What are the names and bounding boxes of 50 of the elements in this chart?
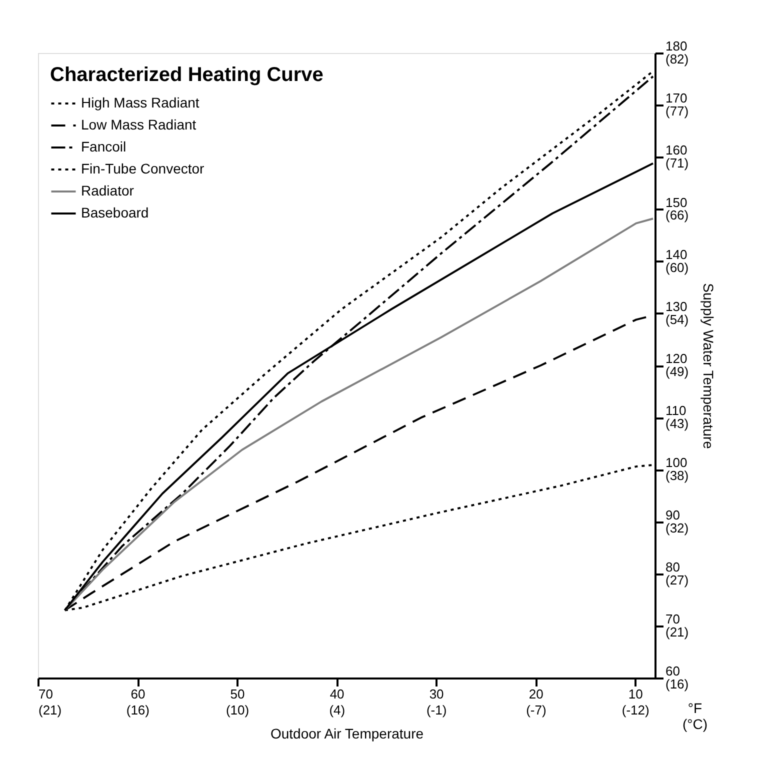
y-tick-label: 70 [666, 611, 680, 626]
y2-tick-label: (32) [666, 520, 689, 536]
legend-label: Low Mass Radiant [81, 116, 196, 132]
y-tick-label: 180 [666, 38, 688, 54]
y-tick-label: 130 [666, 298, 688, 314]
x2-tick-label: (-7) [526, 702, 546, 718]
y2-tick-label: (16) [666, 676, 689, 692]
y2-tick-label: (82) [666, 52, 689, 66]
y-tick-label: 80 [666, 559, 680, 574]
y-tick-label: 120 [666, 351, 688, 366]
y-tick-label: 110 [666, 403, 686, 418]
y2-tick-label: (77) [666, 104, 689, 119]
y2-tick-label: (71) [666, 156, 689, 171]
y-tick-label: 60 [666, 664, 680, 678]
x-tick-label: 60 [130, 686, 146, 702]
y2-tick-label: (54) [666, 312, 689, 327]
y-tick-label: 90 [666, 507, 680, 522]
legend-label: Fin-Tube Convector [81, 160, 205, 176]
x-tick-label: 10 [628, 686, 643, 702]
y-tick-label: 160 [666, 142, 688, 158]
legend-title: Characterized Heating Curve [50, 64, 324, 86]
y2-tick-label: (27) [666, 572, 689, 588]
x2-tick-label: (21) [38, 702, 62, 718]
x2-tick-label: (-1) [426, 702, 447, 718]
x-tick-label: 30 [429, 686, 444, 702]
y-tick-label: 150 [666, 194, 688, 210]
legend-label: High Mass Radiant [81, 94, 200, 110]
y2-tick-label: (21) [666, 624, 689, 640]
y2-tick-label: (43) [666, 416, 689, 432]
text: °F (°C) [682, 700, 708, 732]
y2-axis-title: Supply Water Temperature [700, 283, 717, 450]
x2-tick-label: (4) [329, 702, 346, 718]
y-tick-label: 140 [666, 246, 688, 262]
x-tick-label: 70 [38, 686, 53, 702]
x-tick-label: 20 [528, 686, 544, 702]
y-tick-label: 100 [666, 455, 688, 470]
y-tick-label: 170 [666, 90, 688, 106]
x2-tick-label: (10) [226, 702, 250, 718]
x-axis-title: Outdoor Air Temperature [270, 726, 424, 742]
y2-tick-label: (38) [666, 468, 689, 484]
x-tick-label: 50 [230, 686, 245, 702]
x2-tick-label: (-12) [622, 702, 650, 718]
x-tick-label: 40 [330, 686, 344, 702]
legend-label: Baseboard [81, 204, 149, 220]
y2-tick-label: (49) [666, 364, 689, 379]
legend-label: Radiator [81, 182, 134, 198]
legend-label: Fancoil [81, 138, 126, 154]
y2-tick-label: (60) [666, 260, 689, 275]
x2-tick-label: (16) [126, 702, 150, 718]
y2-tick-label: (66) [666, 208, 689, 223]
